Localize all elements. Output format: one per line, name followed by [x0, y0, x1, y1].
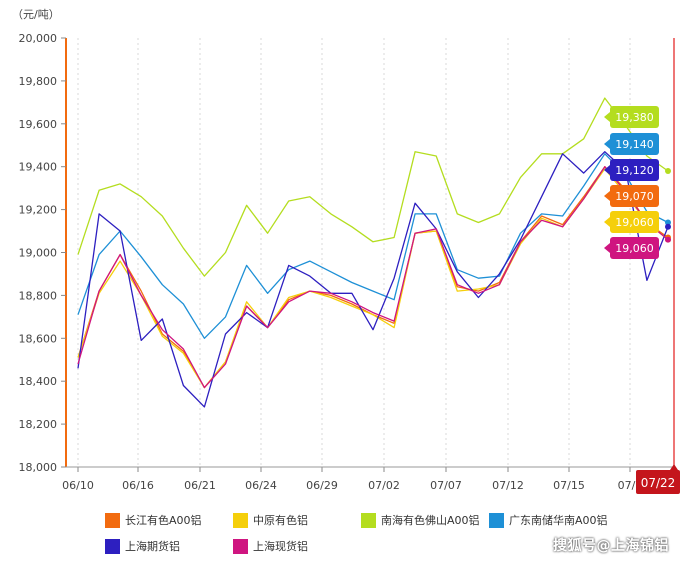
legend-swatch — [233, 538, 248, 554]
y-tick-label: 19,000 — [19, 247, 58, 260]
legend-item[interactable]: 南海有色佛山A00铝 — [361, 512, 480, 528]
watermark: 搜狐号@上海锦铝 — [553, 538, 669, 554]
series-line — [77, 151, 669, 408]
y-tick-label: 19,200 — [19, 204, 58, 217]
y-tick-label: 18,400 — [19, 375, 58, 388]
legend-swatch — [105, 512, 120, 528]
y-tick-label: 18,800 — [19, 289, 58, 302]
series-endpoint — [665, 236, 671, 243]
grid — [77, 38, 631, 467]
cursor-date-pointer — [670, 464, 678, 470]
cursor-date-box — [636, 470, 680, 494]
x-tick-label: 07/07 — [430, 479, 462, 492]
value-label-pointer — [604, 165, 610, 175]
value-label-box — [610, 133, 659, 155]
series-line — [77, 166, 669, 389]
x-tick-label: 06/16 — [122, 479, 154, 492]
x-tick-label: 06/24 — [245, 479, 277, 492]
legend-label: 南海有色佛山A00铝 — [381, 514, 480, 527]
y-tick-label: 18,000 — [19, 461, 58, 474]
legend-swatch — [105, 538, 120, 554]
value-label-pointer — [604, 112, 610, 122]
legend-item[interactable]: 广东南储华南A00铝 — [489, 512, 608, 528]
value-label-text: 19,070 — [615, 190, 654, 203]
y-unit-label: （元/吨） — [12, 8, 60, 21]
value-label-text: 19,120 — [615, 164, 654, 177]
x-axis: 06/10 06/16 06/21 06/24 06/29 07/02 07/07 07/12… — [62, 466, 675, 492]
value-label-pointer — [604, 243, 610, 253]
y-tick-label: 20,000 — [19, 32, 58, 45]
series-line — [77, 166, 669, 389]
value-label-text: 19,140 — [615, 138, 654, 151]
x-tick-label: 06/29 — [306, 479, 338, 492]
y-tick-label: 18,200 — [19, 418, 58, 431]
legend-label: 广东南储华南A00铝 — [509, 514, 608, 527]
value-label-box — [610, 211, 659, 233]
legend-swatch — [361, 512, 376, 528]
line-chart: （元/吨） 18,000 18,200 18,400 18,600 18,800 19,0… — [12, 8, 680, 494]
value-label-box — [610, 159, 659, 181]
legend-label: 上海期货铝 — [125, 540, 180, 553]
series-lines: 07/22 — [77, 38, 680, 494]
y-axis: 18,000 18,200 18,400 18,600 18,800 19,000 19,2… — [19, 32, 67, 474]
legend-label: 中原有色铝 — [253, 514, 308, 527]
legend-item[interactable]: 上海现货铝 — [233, 538, 308, 554]
value-labels: 19,380 19,140 19,120 19,070 19,060 19,060 — [604, 106, 659, 259]
legend: 长江有色A00铝 中原有色铝 南海有色佛山A00铝 广东南储华南A00铝上海期货铝 上海… — [105, 510, 625, 554]
y-tick-label: 19,800 — [19, 75, 58, 88]
x-tick-label: 06/21 — [184, 479, 216, 492]
value-label-text: 19,060 — [615, 216, 654, 229]
value-label-pointer — [604, 217, 610, 227]
value-label-pointer — [604, 139, 610, 149]
legend-label: 上海现货铝 — [253, 540, 308, 553]
value-label-text: 19,060 — [615, 242, 654, 255]
y-tick-label: 19,600 — [19, 118, 58, 131]
legend-swatch — [489, 512, 504, 528]
legend-item[interactable]: 长江有色A00铝 — [105, 512, 202, 528]
series-line — [77, 153, 669, 339]
x-tick-label: 07/02 — [368, 479, 400, 492]
x-tick-label: 06/10 — [62, 479, 94, 492]
value-label-box — [610, 106, 659, 128]
x-tick-label: 07/12 — [492, 479, 524, 492]
value-label-box — [610, 185, 659, 207]
series-line — [77, 97, 669, 277]
legend-label: 长江有色A00铝 — [125, 514, 202, 527]
legend-item[interactable]: 中原有色铝 — [233, 512, 308, 528]
y-tick-label: 18,600 — [19, 332, 58, 345]
value-label-pointer — [604, 191, 610, 201]
legend-item[interactable]: 上海期货铝 — [105, 538, 180, 554]
legend-swatch — [233, 512, 248, 528]
series-endpoint — [665, 167, 671, 174]
value-label-text: 19,380 — [615, 111, 654, 124]
x-tick-label: 07/15 — [553, 479, 585, 492]
value-label-box — [610, 237, 659, 259]
y-tick-label: 19,400 — [19, 161, 58, 174]
cursor-date-label: 07/22 — [641, 476, 676, 490]
series-endpoint — [665, 219, 671, 226]
series-endpoint — [665, 223, 671, 230]
